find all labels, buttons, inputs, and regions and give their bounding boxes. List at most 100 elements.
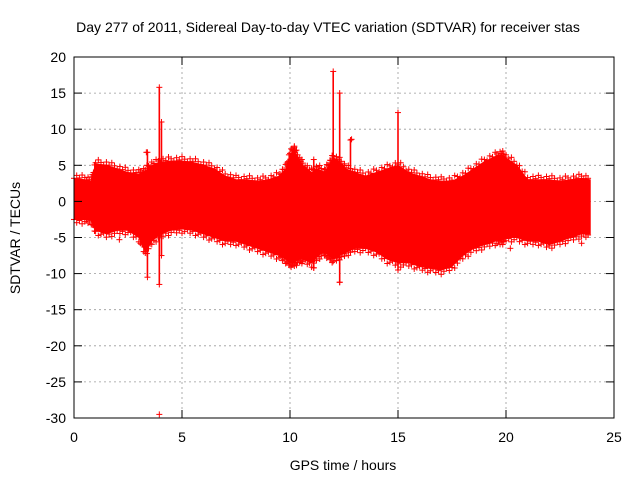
data-point <box>422 265 428 272</box>
data-point <box>400 163 407 170</box>
data-point <box>216 168 223 175</box>
data-point <box>521 241 528 248</box>
data-point <box>162 157 169 164</box>
data-point <box>251 244 258 251</box>
data-point <box>148 241 155 248</box>
data-point <box>481 243 488 250</box>
y-tick-label: -30 <box>46 410 66 426</box>
data-point <box>449 177 455 184</box>
data-point <box>551 175 558 182</box>
data-point <box>208 235 215 242</box>
x-tick-label: 25 <box>606 429 622 445</box>
data-point <box>570 236 577 243</box>
data-point <box>168 229 175 236</box>
data-point <box>83 216 90 223</box>
data-point <box>184 158 191 165</box>
data-point <box>179 153 185 160</box>
data-point <box>381 255 388 262</box>
outlier-point <box>156 411 163 418</box>
data-point <box>189 228 196 235</box>
data-point <box>170 157 177 164</box>
data-point <box>108 159 115 166</box>
data-point <box>170 226 177 233</box>
outlier-point <box>336 279 343 286</box>
data-point <box>451 172 458 179</box>
data-point <box>197 229 204 236</box>
data-point <box>176 227 183 234</box>
spike-top-point <box>330 68 337 75</box>
data-point <box>273 169 280 176</box>
x-tick-label: 10 <box>282 429 298 445</box>
spike-top-point <box>336 90 343 97</box>
data-point <box>413 264 420 271</box>
data-point <box>230 239 237 246</box>
spike-bottom-point <box>395 266 401 273</box>
data-point <box>268 172 275 179</box>
data-point <box>476 161 482 168</box>
data-point <box>86 218 93 225</box>
y-tick-label: 0 <box>58 193 66 209</box>
data-point <box>585 175 592 182</box>
data-point <box>257 247 264 254</box>
data-point <box>532 175 539 182</box>
data-point <box>277 171 284 178</box>
spike-bottom-point <box>330 248 337 255</box>
data-point <box>457 255 464 262</box>
data-point <box>100 161 107 168</box>
data-point <box>449 264 455 271</box>
data-point <box>403 167 410 174</box>
data-point <box>208 162 215 169</box>
data-point <box>575 236 582 243</box>
data-point <box>430 265 437 272</box>
data-point <box>90 169 97 176</box>
data-point <box>284 158 291 165</box>
data-point <box>238 176 245 183</box>
data-point <box>440 268 447 275</box>
data-point <box>365 168 372 175</box>
data-point <box>283 160 290 167</box>
data-point <box>462 251 469 258</box>
data-point <box>481 156 488 163</box>
data-point <box>368 170 374 177</box>
spike-top-point <box>158 118 165 125</box>
data-point <box>98 231 104 238</box>
data-point <box>354 246 361 253</box>
data-point <box>243 242 250 249</box>
data-point <box>424 171 431 178</box>
data-point <box>214 164 221 171</box>
data-point <box>454 173 461 180</box>
data-point <box>195 231 202 238</box>
data-point <box>322 166 329 173</box>
data-point <box>478 246 485 253</box>
data-point <box>376 168 383 175</box>
data-point <box>95 156 102 163</box>
data-point <box>254 248 261 255</box>
data-point <box>233 242 239 249</box>
data-point <box>543 244 550 251</box>
data-point <box>187 155 194 162</box>
data-point <box>419 170 426 177</box>
data-point <box>211 234 218 241</box>
data-point <box>100 229 107 236</box>
y-tick-label: 10 <box>50 121 66 137</box>
data-point <box>527 176 534 183</box>
data-point <box>368 248 374 255</box>
data-point <box>362 245 369 252</box>
data-point <box>238 239 245 246</box>
data-point <box>505 235 512 242</box>
data-point <box>370 166 377 173</box>
data-point <box>416 263 423 270</box>
data-point <box>222 170 229 177</box>
spike-bottom-point <box>291 259 298 266</box>
data-point <box>192 232 199 239</box>
data-point <box>219 241 226 248</box>
spike-top-point <box>291 144 298 151</box>
y-tick-label: 15 <box>50 85 66 101</box>
data-point <box>150 160 157 167</box>
data-point <box>265 248 272 255</box>
data-point <box>405 166 412 173</box>
data-point <box>265 176 272 183</box>
data-point <box>505 155 512 162</box>
data-point <box>90 222 97 229</box>
data-point <box>92 228 99 235</box>
